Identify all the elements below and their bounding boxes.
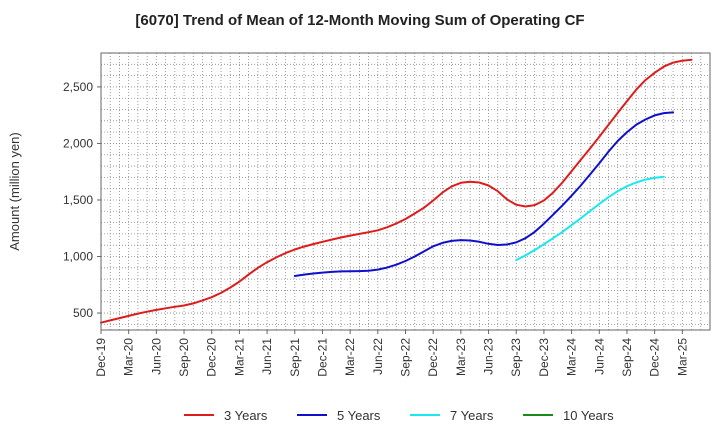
- x-tick-label: Sep-22: [399, 338, 413, 377]
- legend-label: 3 Years: [224, 408, 268, 423]
- legend: 3 Years 5 Years 7 Years 10 Years: [184, 408, 614, 423]
- x-tick-label: Dec-22: [426, 338, 440, 377]
- x-tick-label: Dec-19: [94, 338, 108, 377]
- legend-label: 5 Years: [337, 408, 381, 423]
- y-axis: 500 1,000 1,500 2,000 2,500: [63, 80, 101, 320]
- series-line-5-years: [293, 111, 675, 277]
- x-tick-label: Sep-23: [509, 338, 523, 377]
- legend-label: 7 Years: [450, 408, 494, 423]
- x-axis: Dec-19 Mar-20 Jun-20 Sep-20 Dec-20 Mar-21 Jun-…: [94, 330, 689, 377]
- x-tick-label: Dec-24: [648, 338, 662, 377]
- series-line-3-years: [100, 58, 693, 324]
- legend-label: 10 Years: [563, 408, 614, 423]
- y-tick-label: 2,000: [63, 136, 93, 150]
- y-tick-label: 500: [73, 306, 93, 320]
- x-tick-label: Mar-23: [454, 338, 468, 376]
- x-tick-label: Dec-21: [315, 338, 329, 377]
- y-axis-label: Amount (million yen): [7, 132, 22, 251]
- x-tick-label: Mar-24: [565, 338, 579, 376]
- x-tick-label: Sep-20: [177, 338, 191, 377]
- x-tick-label: Mar-21: [232, 338, 246, 376]
- x-tick-label: Dec-20: [205, 338, 219, 377]
- x-tick-label: Mar-25: [675, 338, 689, 376]
- series-lines: [100, 58, 693, 324]
- x-tick-label: Jun-24: [592, 338, 606, 375]
- x-tick-label: Mar-20: [122, 338, 136, 376]
- y-tick-label: 2,500: [63, 80, 93, 94]
- x-tick-label: Dec-23: [537, 338, 551, 377]
- x-tick-label: Jun-20: [149, 338, 163, 375]
- plot-frame: [100, 52, 711, 331]
- x-tick-label: Jun-21: [260, 338, 274, 375]
- x-tick-label: Jun-23: [482, 338, 496, 375]
- series-line-7-years: [515, 175, 665, 262]
- y-tick-label: 1,500: [63, 193, 93, 207]
- chart-title: [6070] Trend of Mean of 12-Month Moving …: [135, 12, 585, 29]
- x-tick-label: Sep-21: [288, 338, 302, 377]
- y-tick-label: 1,000: [63, 250, 93, 264]
- x-tick-label: Sep-24: [620, 338, 634, 377]
- x-tick-label: Mar-22: [343, 338, 357, 376]
- x-tick-label: Jun-22: [371, 338, 385, 375]
